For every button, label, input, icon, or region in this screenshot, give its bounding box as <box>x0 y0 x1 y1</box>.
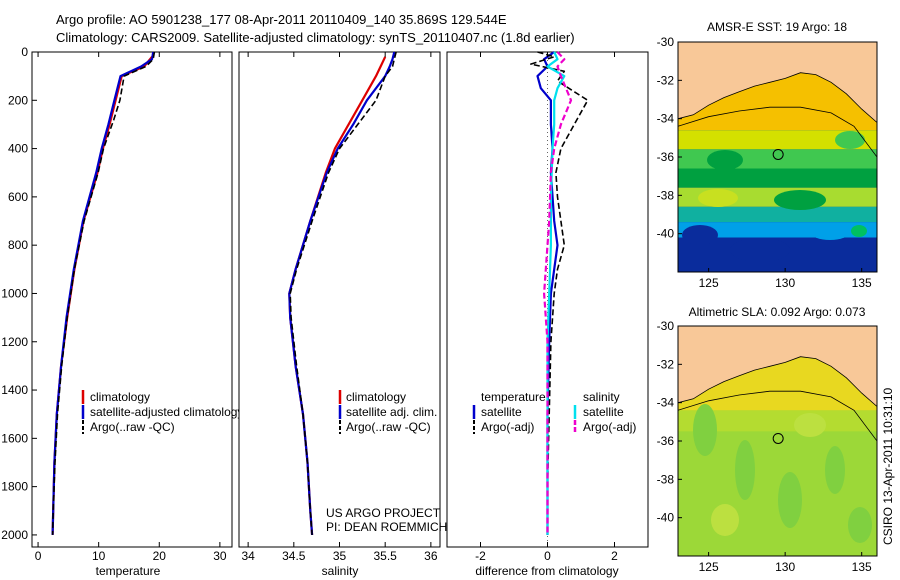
legend-header-salinity: salinity <box>583 390 620 404</box>
y-tick-label: -32 <box>657 73 675 87</box>
difference-legend: temperature salinity satellite Argo(-adj… <box>472 390 636 434</box>
salinity-xlabel: salinity <box>322 564 359 578</box>
x-tick-label: -2 <box>475 549 486 563</box>
legend-header-temperature: temperature <box>481 390 546 404</box>
x-tick-label: 35 <box>333 549 347 563</box>
y-tick-label: -32 <box>657 357 675 371</box>
salinity-legend: climatology satellite adj. clim. Argo(..… <box>338 390 437 434</box>
y-tick-label: -34 <box>657 112 675 126</box>
header-title-line1: Argo profile: AO 5901238_177 08-Apr-2011… <box>56 12 507 27</box>
sla-eddy-features <box>693 404 872 543</box>
y-tick-label: -40 <box>657 227 675 241</box>
float-position-marker <box>772 432 784 444</box>
series-line-satellite-adjusted-climatology <box>51 51 155 535</box>
legend-label-climatology: climatology <box>90 390 150 404</box>
x-tick-label: 130 <box>775 276 795 290</box>
y-tick-label: -40 <box>657 511 675 525</box>
coastline <box>678 356 877 407</box>
y-tick-label: 1200 <box>1 335 28 349</box>
y-tick-label: 600 <box>8 190 28 204</box>
series-line-salinity-argo-adj <box>542 51 573 535</box>
x-tick-label: 135 <box>852 560 872 574</box>
x-tick-label: 0 <box>544 549 551 563</box>
sst-eddy-features <box>682 131 867 262</box>
y-tick-label: 2000 <box>1 528 28 542</box>
series-line-salinity-satellite <box>546 51 566 535</box>
legend-label-climatology: climatology <box>346 390 406 404</box>
x-tick-label: 130 <box>775 560 795 574</box>
y-tick-label: -34 <box>657 396 675 410</box>
x-tick-label: 35.5 <box>374 549 398 563</box>
y-tick-label: -36 <box>657 150 675 164</box>
color-band <box>678 168 877 188</box>
legend-label-sal-argo: Argo(-adj) <box>583 420 636 434</box>
temperature-panel: 0 10 20 30 0 200 400 600 800 1000 1200 1400 1600 1800… <box>1 45 243 578</box>
x-tick-label: 125 <box>699 560 719 574</box>
difference-xlabel: difference from climatology <box>475 564 618 578</box>
y-tick-label: 400 <box>8 142 28 156</box>
legend-label-satellite: satellite-adjusted climatology <box>90 405 243 419</box>
y-tick-label: 1000 <box>1 286 28 300</box>
x-tick-label: 0 <box>35 549 42 563</box>
y-tick-label: 1600 <box>1 431 28 445</box>
shelf-contour <box>678 390 877 442</box>
series-line-argo-raw-qc <box>289 51 397 535</box>
x-tick-label: 34.5 <box>282 549 306 563</box>
sst-map-panel: AMSR-E SST: 19 Argo: 18 125 130 135 -30 -32 -… <box>657 20 878 290</box>
salinity-plot-frame <box>238 51 441 548</box>
temperature-xlabel: temperature <box>96 564 161 578</box>
x-tick-label: 10 <box>92 549 106 563</box>
y-tick-label: -36 <box>657 434 675 448</box>
project-annotation: US ARGO PROJECT <box>326 506 441 520</box>
temperature-plot-frame <box>31 51 233 548</box>
y-tick-label: -38 <box>657 188 675 202</box>
y-tick-label: 200 <box>8 93 28 107</box>
y-tick-label: 0 <box>21 45 28 59</box>
sla-map-panel: Altimetric SLA: 0.092 Argo: 0.073 125 130… <box>657 305 878 574</box>
salinity-panel: 34 34.5 35 35.5 36 salinity climatology sate… <box>238 51 447 578</box>
x-tick-label: 125 <box>699 276 719 290</box>
y-tick-label: 1800 <box>1 480 28 494</box>
sst-band <box>678 72 877 131</box>
y-tick-label: -30 <box>657 319 675 333</box>
x-tick-label: 36 <box>424 549 438 563</box>
color-band <box>678 206 877 223</box>
coastline <box>678 72 877 123</box>
legend-label-temp-satellite: satellite <box>481 405 522 419</box>
y-tick-label: -38 <box>657 472 675 486</box>
y-tick-label: 800 <box>8 238 28 252</box>
x-tick-label: 135 <box>852 276 872 290</box>
pi-annotation: PI: DEAN ROEMMICH <box>326 520 447 534</box>
temperature-legend: climatology satellite-adjusted climatolo… <box>81 390 243 434</box>
legend-label-temp-argo: Argo(-adj) <box>481 420 534 434</box>
y-tick-label: 1400 <box>1 383 28 397</box>
float-position-marker <box>772 148 784 160</box>
sst-map-title: AMSR-E SST: 19 Argo: 18 <box>707 20 847 34</box>
header-title-line2: Climatology: CARS2009. Satellite-adjuste… <box>56 30 575 45</box>
difference-panel: -2 0 2 difference from climatology tempera… <box>446 51 649 578</box>
x-tick-label: 30 <box>213 549 227 563</box>
x-tick-label: 20 <box>153 549 167 563</box>
shelf-contour <box>678 106 877 158</box>
x-tick-label: 2 <box>611 549 618 563</box>
legend-label-argo: Argo(..raw -QC) <box>346 420 431 434</box>
y-tick-label: -30 <box>657 35 675 49</box>
legend-label-argo: Argo(..raw -QC) <box>90 420 175 434</box>
sla-map-title: Altimetric SLA: 0.092 Argo: 0.073 <box>689 305 866 319</box>
x-tick-label: 34 <box>241 549 255 563</box>
legend-label-sal-satellite: satellite <box>583 405 624 419</box>
legend-label-satellite: satellite adj. clim. <box>346 405 437 419</box>
series-line-argo-raw-qc <box>51 51 156 535</box>
color-band <box>678 410 877 432</box>
color-band <box>678 130 877 150</box>
footer-stamp: CSIRO 13-Apr-2011 10:31:10 <box>881 387 895 545</box>
